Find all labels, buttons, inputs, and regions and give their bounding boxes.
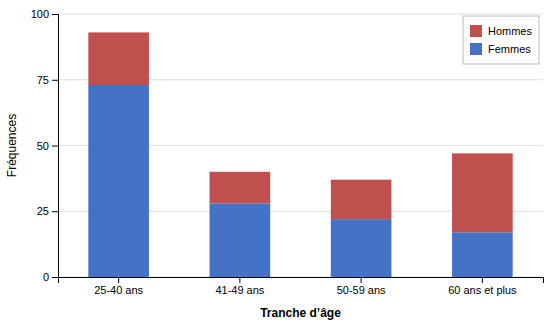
bar bbox=[452, 153, 513, 232]
chart-container: 25-40 ans 41-49 ans 50-59 ans 60 ans et plu… bbox=[0, 0, 559, 329]
x-axis: 25-40 ans 41-49 ans 50-59 ans 60 ans et plu… bbox=[59, 277, 544, 296]
y-tick: 0 bbox=[43, 271, 58, 283]
tick-mark bbox=[118, 277, 119, 283]
bar bbox=[331, 219, 392, 277]
tick-label: 25 bbox=[37, 205, 49, 217]
legend-swatch bbox=[470, 25, 482, 37]
y-axis: 0 25 50 75 100 bbox=[31, 8, 59, 283]
plot-area: 25-40 ans 41-49 ans 50-59 ans 60 ans et plu… bbox=[31, 8, 544, 296]
x-axis-title: Tranche d’âge bbox=[260, 306, 341, 320]
tick-mark bbox=[52, 277, 58, 278]
y-tick: 100 bbox=[31, 8, 58, 20]
x-tick: 41-49 ans bbox=[215, 277, 264, 296]
tick-mark bbox=[52, 80, 58, 81]
tick-label: 25-40 ans bbox=[94, 284, 143, 296]
tick-mark bbox=[52, 146, 58, 147]
x-tick: 25-40 ans bbox=[94, 277, 143, 296]
tick-label: 0 bbox=[43, 271, 49, 283]
bars bbox=[88, 32, 512, 277]
bar bbox=[210, 172, 271, 204]
x-tick: 50-59 ans bbox=[337, 277, 386, 296]
legend: Hommes Femmes bbox=[463, 16, 539, 64]
chart-svg: 25-40 ans 41-49 ans 50-59 ans 60 ans et plu… bbox=[0, 0, 559, 329]
grid bbox=[58, 14, 543, 277]
y-tick: 50 bbox=[37, 140, 58, 152]
bar-series bbox=[88, 85, 512, 277]
tick-mark bbox=[482, 277, 483, 283]
bar bbox=[88, 85, 149, 277]
y-tick: 25 bbox=[37, 205, 58, 217]
x-tick: 60 ans et plus bbox=[448, 277, 517, 296]
legend-label: Hommes bbox=[488, 25, 533, 37]
legend-item: Hommes bbox=[470, 25, 533, 37]
legend-item: Femmes bbox=[470, 43, 531, 55]
tick-mark bbox=[52, 14, 58, 15]
tick-label: 75 bbox=[37, 74, 49, 86]
tick-label: 60 ans et plus bbox=[448, 284, 517, 296]
grid-line bbox=[58, 14, 543, 15]
tick-label: 50 bbox=[37, 140, 49, 152]
tick-label: 100 bbox=[31, 8, 49, 20]
bar bbox=[210, 203, 271, 277]
axis-line bbox=[52, 15, 59, 278]
legend-label: Femmes bbox=[488, 43, 531, 55]
axis-line bbox=[59, 278, 544, 284]
tick-mark bbox=[239, 277, 240, 283]
bar-series bbox=[88, 32, 512, 232]
bar bbox=[88, 32, 149, 85]
y-tick: 75 bbox=[37, 74, 58, 86]
bar bbox=[452, 232, 513, 277]
legend-swatch bbox=[470, 43, 482, 55]
bar bbox=[331, 180, 392, 219]
y-axis-title: Fréquences bbox=[5, 114, 19, 177]
legend-frame bbox=[463, 16, 539, 64]
tick-label: 41-49 ans bbox=[215, 284, 264, 296]
tick-mark bbox=[52, 211, 58, 212]
tick-label: 50-59 ans bbox=[337, 284, 386, 296]
tick-mark bbox=[361, 277, 362, 283]
